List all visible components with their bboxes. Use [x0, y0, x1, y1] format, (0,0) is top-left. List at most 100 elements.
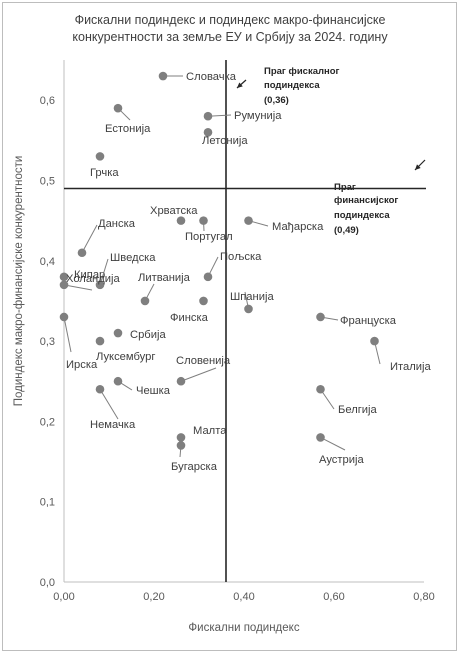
y-tick-label: 0,5	[40, 175, 55, 187]
x-tick-label: 0,40	[233, 591, 254, 603]
point-label: Португал	[185, 231, 233, 243]
data-point: Србија	[113, 328, 166, 341]
point-label: Белгија	[338, 404, 378, 416]
data-point: Француска	[316, 312, 397, 327]
data-point: Пољска	[203, 251, 262, 282]
point-marker	[176, 441, 186, 450]
macro-threshold-arrow	[414, 159, 426, 171]
point-marker	[176, 433, 186, 442]
point-label: Шведска	[110, 252, 156, 264]
point-label: Финска	[170, 312, 209, 324]
point-marker	[203, 111, 213, 121]
point-label: Луксембург	[96, 351, 155, 363]
data-points: Словачка Естонија Румунија Летонија Грчка Хрв…	[59, 71, 432, 473]
point-label: Србија	[130, 329, 166, 341]
data-point: Словачка	[158, 71, 237, 83]
data-point: Мађарска	[244, 216, 324, 233]
leader-line	[99, 258, 109, 286]
data-point: Луксембург	[95, 336, 155, 363]
data-point: Словенија	[176, 355, 231, 386]
point-label: Чешка	[136, 385, 171, 397]
point-marker	[113, 328, 123, 338]
chart-title: Фискални подиндекс и подиндекс макро-фин…	[30, 12, 430, 46]
point-marker	[176, 216, 186, 225]
data-point: Аустрија	[316, 433, 364, 466]
data-point: Холандија	[59, 273, 121, 291]
point-label: Холандија	[66, 273, 121, 285]
point-label: Словачка	[186, 71, 237, 83]
point-marker	[244, 216, 253, 225]
x-tick-label: 0,00	[53, 591, 74, 603]
macro-threshold-label: Праг	[334, 182, 356, 193]
data-point: Бугарска	[171, 441, 218, 473]
y-axis-title: Подиндекс макро-финансијске конкурентнос…	[13, 156, 25, 407]
leader-line	[99, 389, 119, 420]
point-label: Малта	[193, 425, 227, 437]
point-label: Данска	[98, 218, 136, 230]
point-label: Пољска	[220, 251, 262, 263]
point-label: Грчка	[90, 167, 119, 179]
point-label: Словенија	[176, 355, 231, 367]
x-tick-label: 0,80	[413, 591, 434, 603]
y-tick-label: 0,4	[40, 256, 55, 268]
data-point: Белгија	[316, 384, 378, 416]
macro-threshold-label: финансијског	[334, 195, 398, 206]
point-label: Италија	[390, 361, 432, 373]
x-axis-title: Фискални подиндекс	[188, 622, 299, 634]
data-point: Грчка	[90, 152, 119, 179]
point-marker	[370, 336, 379, 346]
x-tick-label: 0,60	[323, 591, 344, 603]
data-point: Малта	[176, 425, 227, 442]
macro-threshold-label: (0,49)	[334, 225, 359, 236]
chart-title-line-1: Фискални подиндекс и подиндекс макро-фин…	[74, 13, 386, 27]
y-tick-label: 0,1	[40, 497, 55, 509]
point-marker	[77, 248, 87, 258]
point-marker	[158, 71, 168, 81]
chart-title-line-2: конкурентности за земље ЕУ и Србију за 2…	[72, 30, 388, 44]
threshold-lines: Праг фискалног подиндекса (0,36) Праг финанс…	[64, 60, 426, 582]
data-point: Румунија	[203, 110, 282, 122]
macro-threshold-label: подиндекса	[334, 210, 390, 221]
y-tick-label: 0,0	[40, 577, 55, 589]
point-marker	[316, 433, 325, 442]
point-label: Бугарска	[171, 461, 218, 473]
fiscal-threshold-arrow	[236, 79, 247, 89]
fiscal-threshold-label: (0,36)	[264, 95, 289, 106]
point-label: Аустрија	[319, 454, 364, 466]
point-marker	[140, 296, 150, 306]
data-point: Шпанија	[230, 291, 274, 314]
point-label: Ирска	[66, 359, 98, 371]
point-marker	[176, 376, 186, 386]
point-marker	[59, 280, 69, 290]
point-label: Естонија	[105, 123, 151, 135]
point-marker	[203, 127, 213, 137]
data-point: Шведска	[95, 252, 156, 290]
leader-line	[81, 224, 98, 253]
point-marker	[199, 216, 208, 225]
point-label: Мађарска	[272, 221, 324, 233]
y-tick-label: 0,2	[40, 416, 55, 428]
data-point: Португал	[185, 216, 233, 243]
data-point: Ирска	[59, 312, 98, 371]
data-point: Естонија	[105, 103, 151, 135]
data-point: Кипар	[59, 269, 105, 282]
point-label: Летонија	[202, 135, 248, 147]
point-marker	[95, 152, 105, 161]
point-marker	[113, 376, 123, 386]
fiscal-threshold-label: подиндекса	[264, 80, 320, 91]
y-tick-label: 0,6	[40, 95, 55, 107]
leader-line	[320, 437, 346, 451]
leader-line	[63, 316, 72, 353]
point-marker	[203, 272, 213, 282]
point-label: Хрватска	[150, 205, 198, 217]
leader-line	[63, 284, 93, 291]
point-label: Шпанија	[230, 291, 274, 303]
fiscal-threshold-label: Праг фискалног	[264, 66, 340, 77]
point-marker	[113, 103, 123, 113]
data-point: Данска	[77, 218, 136, 258]
data-point: Чешка	[113, 376, 171, 397]
point-label: Немачка	[90, 419, 136, 431]
point-marker	[316, 312, 325, 322]
